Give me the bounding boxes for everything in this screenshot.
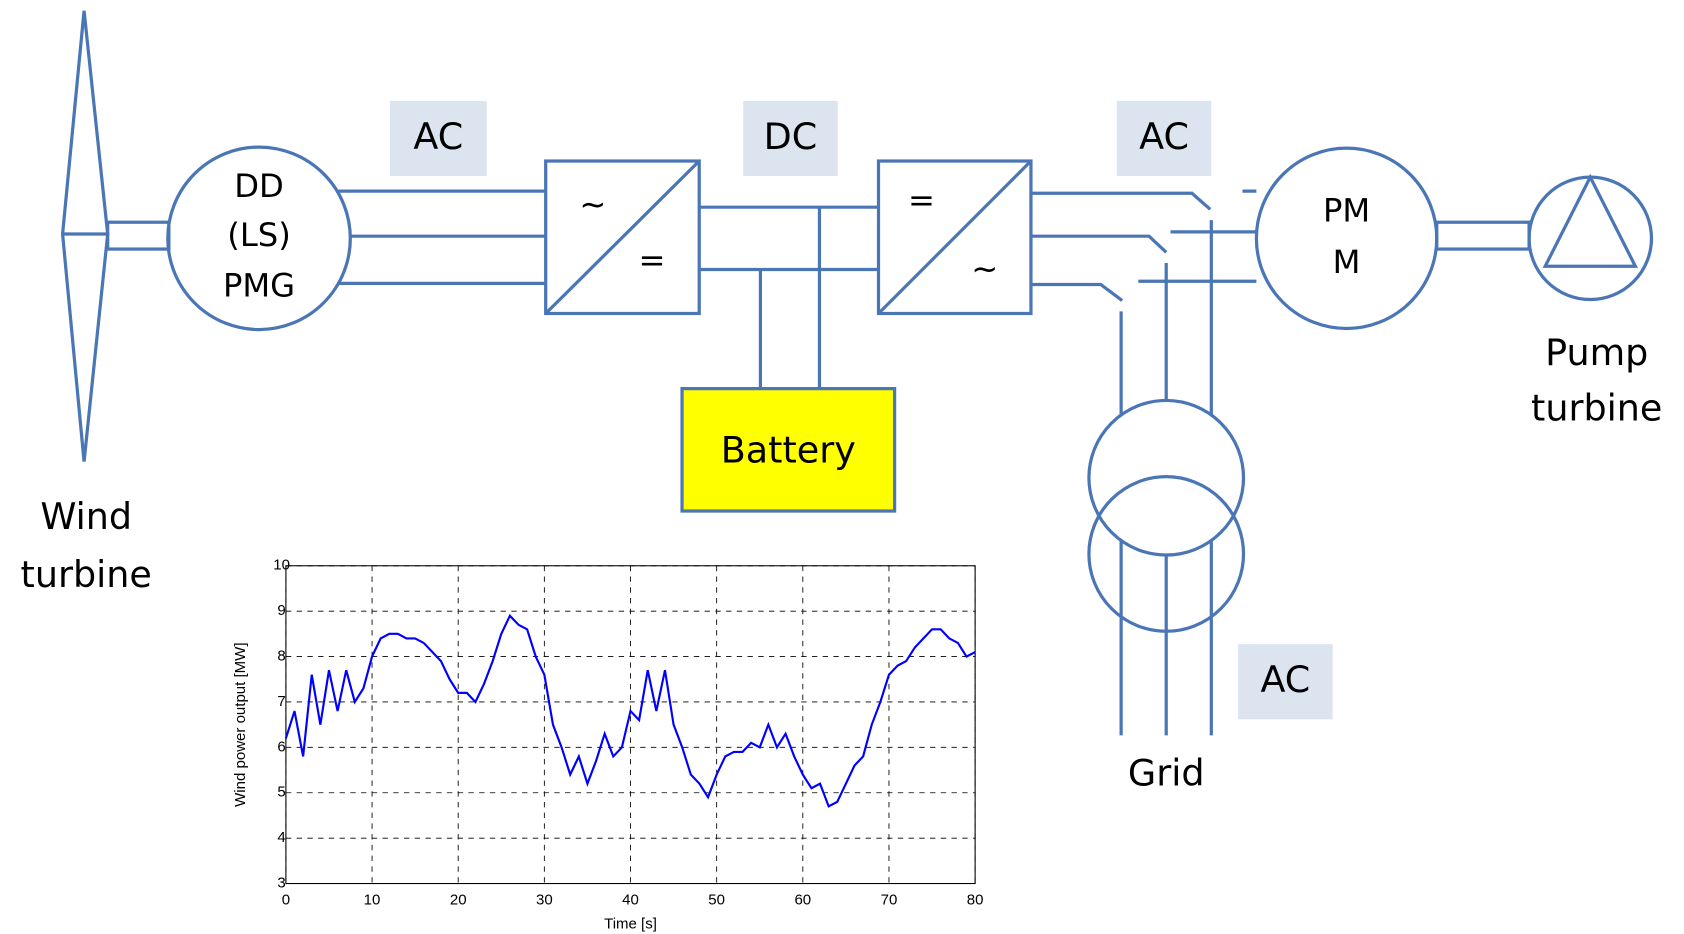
y-tick-label: 5 [277,784,285,801]
y-tick-label: 4 [277,829,285,846]
divider [546,161,700,313]
x-tick-label: 0 [282,892,290,909]
y-tick-label: 10 [273,557,290,574]
label: Pump [1545,331,1648,374]
label: PMG [223,267,295,305]
y-tick-label: 3 [277,875,285,892]
pump-symbol [1545,177,1635,266]
x-tick-label: 30 [536,892,553,909]
label: ~ [971,250,998,288]
shaft [108,222,169,249]
label: turbine [1531,387,1662,430]
shaft [1437,222,1529,249]
x-tick-label: 20 [450,892,467,909]
diagram: Wind turbine DD (LS) PMG AC ~ = DC Batte… [0,0,1684,934]
x-tick-label: 50 [708,892,725,909]
label: M [1333,243,1361,281]
label: DD [234,167,284,205]
y-tick-label: 9 [277,602,285,619]
ac-lines [338,191,545,283]
y-tick-label: 6 [277,738,285,755]
x-tick-label: 70 [881,892,898,909]
label: = [908,181,935,219]
x-tick-label: 10 [364,892,381,909]
label: DC [764,115,818,158]
pump [1529,177,1651,299]
label: Battery [721,428,856,471]
motor [1256,148,1436,328]
label: AC [1260,658,1310,701]
x-tick-label: 80 [967,892,984,909]
label: AC [413,115,463,158]
y-tick-label: 8 [277,648,285,665]
dc-lines [699,207,878,388]
y-tick-label: 7 [277,693,285,710]
divider [879,161,1031,313]
label: = [638,241,665,279]
x-tick-label: 60 [794,892,811,909]
label: ~ [579,185,606,223]
label: PM [1323,192,1370,230]
x-axis-label: Time [s] [604,915,657,932]
turbine-blade [63,11,108,462]
wind-power-chart: 0 10 20 30 40 50 60 70 80 3 4 5 6 7 8 9 10 Time [s] Wind p… [232,557,984,933]
y-axis-label: Wind power output [MW] [232,642,249,806]
x-tick-label: 40 [622,892,639,909]
label: Grid [1128,752,1205,795]
label: Wind [40,495,132,538]
label: AC [1139,115,1189,158]
label: (LS) [227,216,290,254]
label: turbine [21,553,152,596]
